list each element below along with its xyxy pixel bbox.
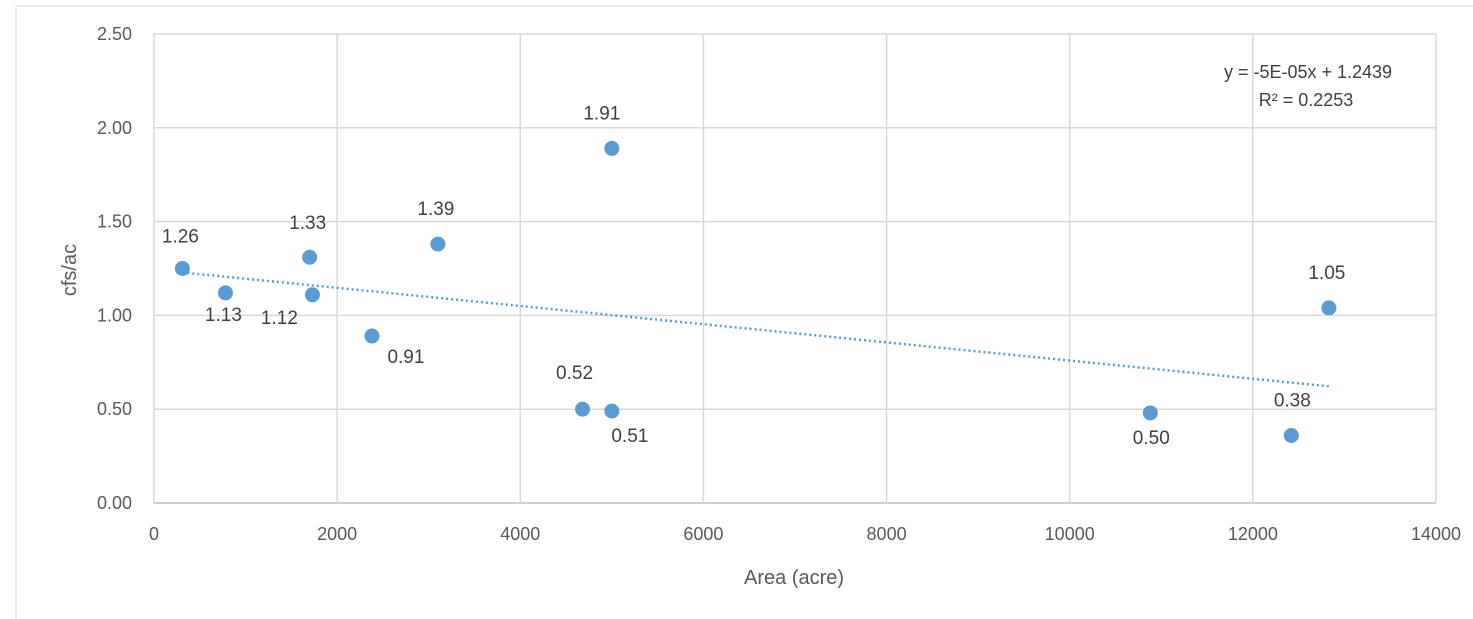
data-label: 0.51 — [611, 426, 648, 447]
x-tick-label: 8000 — [867, 524, 907, 544]
x-tick-label: 12000 — [1228, 524, 1278, 544]
data-point — [430, 236, 446, 252]
y-tick-label: 0.00 — [97, 493, 132, 513]
trendline-equation: y = -5E-05x + 1.2439 — [1224, 62, 1392, 82]
data-point — [575, 401, 591, 417]
data-point — [304, 287, 320, 303]
data-point — [604, 403, 620, 419]
trendline — [182, 271, 1329, 388]
x-tick-label: 4000 — [500, 524, 540, 544]
gridlines — [153, 33, 1437, 504]
data-point — [1321, 300, 1337, 316]
x-axis-title: Area (acre) — [744, 567, 844, 589]
y-axis-title: cfs/ac — [59, 244, 81, 296]
data-label: 0.91 — [387, 347, 424, 368]
data-label: 1.05 — [1308, 263, 1345, 284]
data-point — [1142, 405, 1158, 421]
y-tick-label: 0.50 — [97, 399, 132, 419]
data-point — [302, 249, 318, 265]
data-label: 0.38 — [1274, 390, 1311, 411]
data-labels: 1.26 1.13 1.33 1.12 0.91 1.39 0.52 1.91 0.51 0.50… — [162, 103, 1345, 449]
x-tick-label: 14000 — [1411, 524, 1461, 544]
y-axis-ticks: 0.00 0.50 1.00 1.50 2.00 2.50 — [97, 24, 132, 513]
data-point — [174, 261, 190, 276]
data-points — [174, 140, 1337, 443]
y-tick-label: 2.50 — [97, 24, 132, 44]
x-tick-label: 2000 — [317, 524, 357, 544]
data-label: 1.12 — [261, 308, 298, 329]
data-label: 1.33 — [289, 213, 326, 234]
data-label: 1.39 — [417, 199, 454, 220]
data-label: 1.13 — [205, 305, 242, 326]
data-point — [604, 140, 620, 156]
data-label: 0.52 — [556, 363, 593, 384]
data-label: 1.26 — [162, 227, 199, 248]
trendline-path — [182, 271, 1329, 388]
x-tick-label: 6000 — [683, 524, 723, 544]
data-point — [1283, 427, 1299, 443]
x-axis-ticks: 0 2000 4000 6000 8000 10000 12000 14000 — [149, 524, 1461, 544]
y-tick-label: 1.00 — [97, 305, 132, 325]
data-point — [364, 328, 380, 344]
data-label: 1.91 — [583, 103, 620, 124]
data-point — [217, 285, 233, 301]
y-tick-label: 1.50 — [97, 212, 132, 232]
data-label: 0.50 — [1133, 428, 1170, 449]
x-tick-label: 0 — [149, 524, 159, 544]
x-tick-label: 10000 — [1045, 524, 1095, 544]
trendline-r-squared: R² = 0.2253 — [1259, 90, 1354, 110]
y-tick-label: 2.00 — [97, 118, 132, 138]
